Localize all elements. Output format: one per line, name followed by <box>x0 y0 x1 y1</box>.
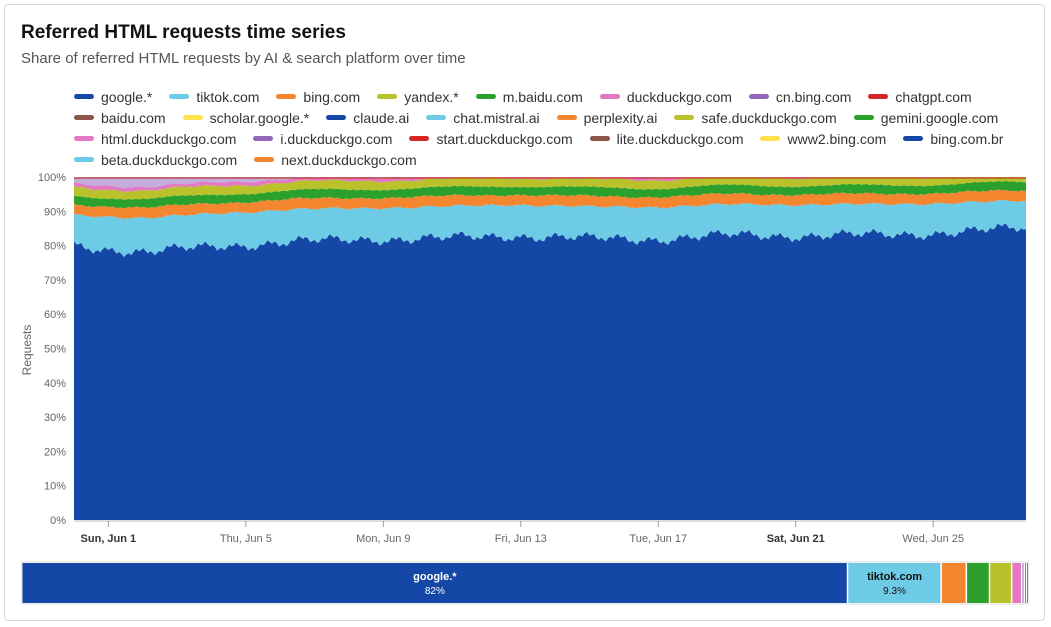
legend-label: lite.duckduckgo.com <box>616 130 744 147</box>
legend-item[interactable]: i.duckduckgo.com <box>253 128 392 149</box>
legend-item[interactable]: chat.mistral.ai <box>426 107 540 128</box>
legend-item[interactable]: www2.bing.com <box>760 128 886 149</box>
legend-swatch <box>409 136 430 141</box>
legend-swatch <box>74 94 94 99</box>
legend-item[interactable]: cn.bing.com <box>748 86 852 107</box>
legend-item[interactable]: chatgpt.com <box>868 86 972 107</box>
legend-item[interactable]: scholar.google.* <box>182 107 310 128</box>
legend-swatch <box>169 94 190 99</box>
legend-item[interactable]: lite.duckduckgo.com <box>589 128 744 149</box>
legend-label: beta.duckduckgo.com <box>101 151 238 168</box>
legend-item[interactable]: bing.com <box>276 86 360 107</box>
legend-swatch <box>903 136 924 141</box>
legend-item[interactable]: perplexity.ai <box>556 107 658 128</box>
legend: google.* tiktok.com bing.com yandex.* m.baid… <box>74 86 1049 170</box>
legend-swatch <box>589 136 610 141</box>
legend-label: cn.bing.com <box>775 88 852 105</box>
legend-label: start.duckduckgo.com <box>436 130 573 147</box>
legend-label: perplexity.ai <box>583 109 658 126</box>
legend-label: baidu.com <box>101 109 166 126</box>
legend-swatch <box>182 115 203 120</box>
legend-item[interactable]: html.duckduckgo.com <box>74 128 236 149</box>
legend-swatch <box>868 94 889 99</box>
legend-label: tiktok.com <box>196 88 260 105</box>
legend-label: safe.duckduckgo.com <box>701 109 837 126</box>
legend-label: www2.bing.com <box>787 130 887 147</box>
legend-swatch <box>253 136 274 141</box>
legend-item[interactable]: beta.duckduckgo.com <box>74 149 237 170</box>
legend-label: gemini.google.com <box>880 109 999 126</box>
legend-label: bing.com.br <box>930 130 1004 147</box>
legend-swatch <box>748 94 769 99</box>
legend-swatch <box>760 136 781 141</box>
legend-item[interactable]: gemini.google.com <box>853 107 999 128</box>
legend-swatch <box>74 136 94 141</box>
legend-swatch <box>475 94 496 99</box>
legend-item[interactable]: yandex.* <box>377 86 459 107</box>
legend-label: duckduckgo.com <box>626 88 732 105</box>
legend-swatch <box>599 94 620 99</box>
chart-subtitle: Share of referred HTML requests by AI & … <box>21 50 466 67</box>
legend-label: html.duckduckgo.com <box>101 130 237 147</box>
legend-swatch <box>74 157 94 162</box>
chart-title: Referred HTML requests time series <box>21 22 346 43</box>
legend-item[interactable]: m.baidu.com <box>475 86 583 107</box>
legend-swatch <box>254 157 275 162</box>
legend-swatch <box>276 94 297 99</box>
legend-item[interactable]: next.duckduckgo.com <box>254 149 417 170</box>
legend-label: google.* <box>101 88 153 105</box>
legend-item[interactable]: tiktok.com <box>169 86 259 107</box>
legend-item[interactable]: baidu.com <box>74 107 166 128</box>
legend-swatch <box>674 115 695 120</box>
legend-label: chat.mistral.ai <box>453 109 540 126</box>
legend-label: scholar.google.* <box>209 109 310 126</box>
legend-swatch <box>426 115 447 120</box>
legend-label: chatgpt.com <box>895 88 972 105</box>
legend-swatch <box>74 115 94 120</box>
legend-item[interactable]: duckduckgo.com <box>599 86 732 107</box>
legend-item[interactable]: safe.duckduckgo.com <box>674 107 837 128</box>
legend-swatch <box>853 115 874 120</box>
legend-label: claude.ai <box>353 109 410 126</box>
legend-label: next.duckduckgo.com <box>281 151 417 168</box>
legend-label: yandex.* <box>404 88 459 105</box>
legend-label: i.duckduckgo.com <box>280 130 393 147</box>
legend-item[interactable]: google.* <box>74 86 152 107</box>
legend-label: bing.com <box>303 88 361 105</box>
legend-item[interactable]: bing.com.br <box>903 128 1003 149</box>
legend-swatch <box>377 94 398 99</box>
legend-label: m.baidu.com <box>502 88 583 105</box>
legend-item[interactable]: start.duckduckgo.com <box>409 128 573 149</box>
legend-swatch <box>326 115 347 120</box>
legend-swatch <box>556 115 577 120</box>
legend-item[interactable]: claude.ai <box>326 107 409 128</box>
